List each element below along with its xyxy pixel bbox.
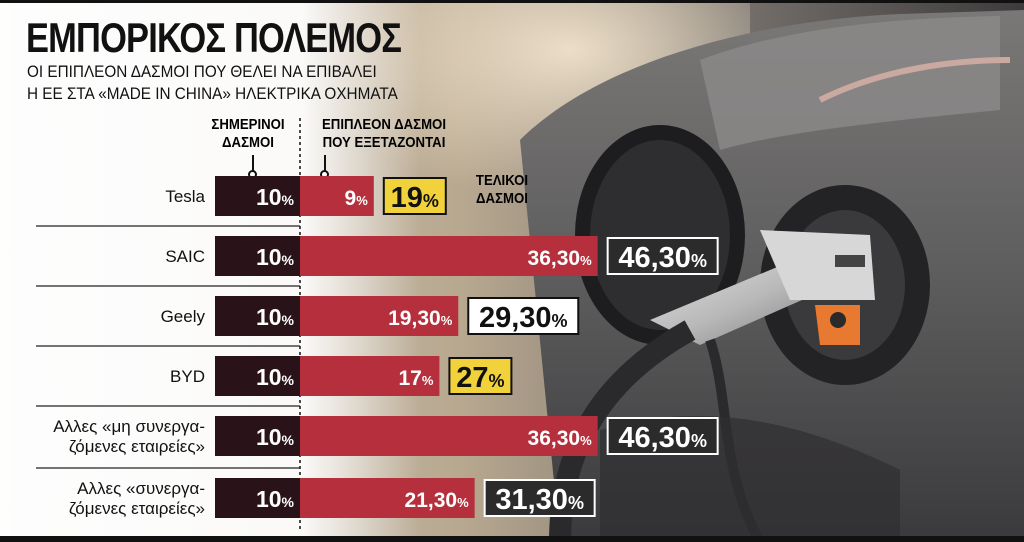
category-label: Tesla: [165, 187, 205, 206]
category-label: SAIC: [165, 247, 205, 266]
category-label: Αλλες «συνεργα-: [77, 479, 205, 498]
category-label: ζόμενες εταιρείες»: [69, 499, 205, 518]
category-label: ζόμενες εταιρείες»: [69, 437, 205, 456]
category-label: Geely: [161, 307, 206, 326]
category-label: Αλλες «μη συνεργα-: [53, 417, 205, 436]
category-label: BYD: [170, 367, 205, 386]
